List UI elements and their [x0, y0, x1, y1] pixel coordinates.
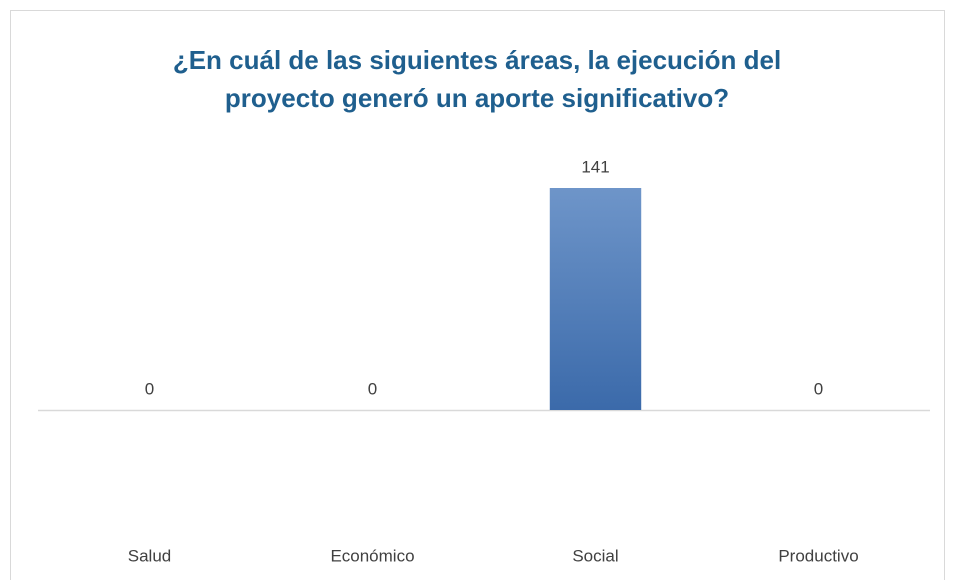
bar	[549, 188, 642, 410]
x-tick-label: Social	[572, 546, 618, 565]
chart-border	[10, 10, 945, 580]
data-label: 0	[368, 379, 377, 398]
data-label: 0	[145, 379, 154, 398]
chart-title: proyecto generó un aporte significativo?	[225, 83, 729, 113]
data-label: 141	[581, 157, 609, 176]
x-tick-label: Económico	[330, 546, 414, 565]
data-label: 0	[814, 379, 823, 398]
x-tick-label: Productivo	[778, 546, 858, 565]
chart-title: ¿En cuál de las siguientes áreas, la eje…	[173, 45, 781, 75]
x-tick-label: Salud	[128, 546, 171, 565]
